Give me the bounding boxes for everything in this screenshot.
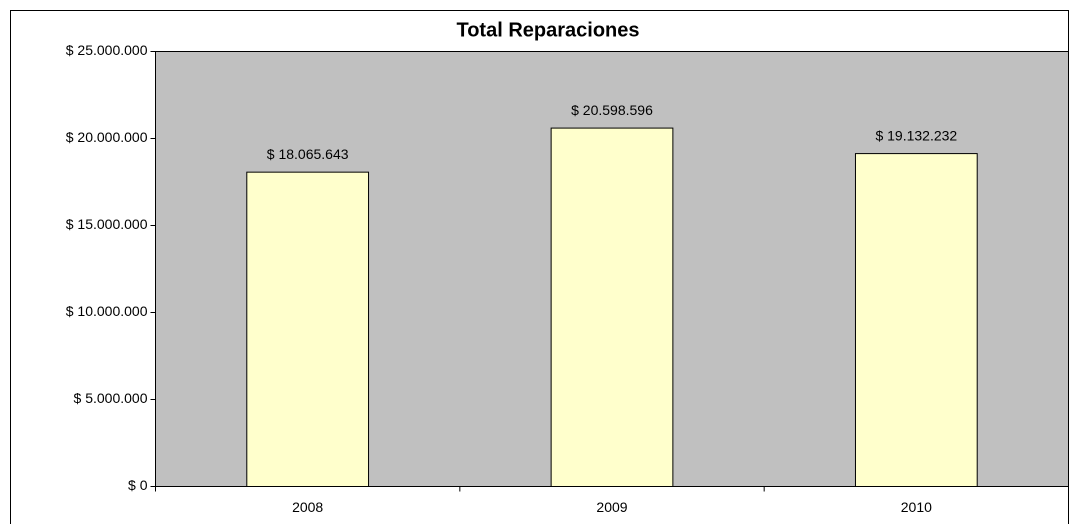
x-tick-label: 2010: [901, 499, 932, 515]
y-tick-label: $ 25.000.000: [66, 42, 148, 58]
x-tick-label: 2008: [292, 499, 323, 515]
value-label: $ 20.598.596: [571, 102, 653, 118]
y-tick-label: $ 10.000.000: [66, 303, 148, 319]
y-tick-label: $ 0: [128, 477, 148, 493]
chart-title: Total Reparaciones: [456, 19, 639, 41]
value-label: $ 19.132.232: [875, 127, 957, 143]
y-tick-label: $ 5.000.000: [74, 390, 148, 406]
y-tick-label: $ 15.000.000: [66, 216, 148, 232]
bar: [854, 153, 978, 488]
value-label: $ 18.065.643: [267, 146, 349, 162]
bar: [246, 171, 370, 487]
y-tick-label: $ 20.000.000: [66, 129, 148, 145]
bar: [550, 127, 674, 487]
x-tick-label: 2009: [596, 499, 627, 515]
